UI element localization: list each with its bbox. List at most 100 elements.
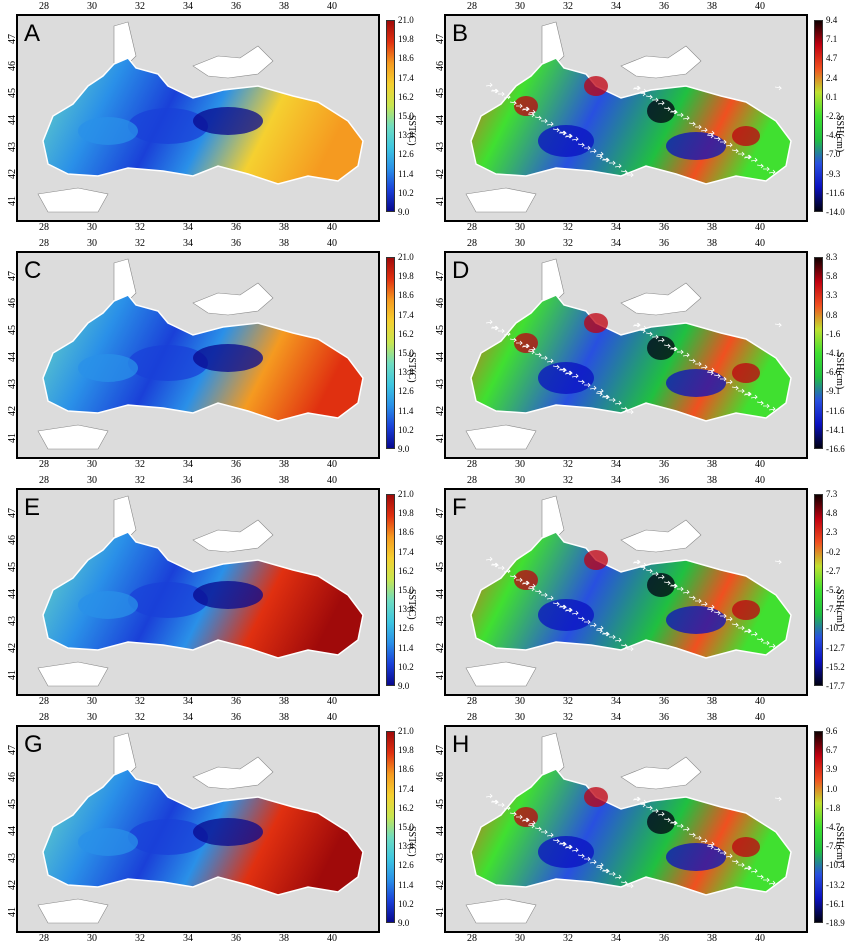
current-vector [750, 394, 758, 400]
colorbar-tick-label: 17.4 [398, 783, 414, 794]
longitude-tick-label: 30 [515, 475, 525, 486]
current-vector [738, 862, 745, 868]
colorbar-tick-label: 17.4 [398, 309, 414, 320]
longitude-tick-label: 28 [39, 712, 49, 723]
colorbar-tick-label: 9.0 [398, 918, 410, 928]
longitude-tick-label: 28 [467, 459, 477, 470]
field-feature [584, 550, 608, 570]
longitude-tick-label: 28 [39, 1, 49, 12]
current-vector [589, 859, 597, 865]
current-vector [663, 106, 672, 112]
current-vector [713, 610, 722, 616]
colorbar-labels: 7.3 4.8 2.3 -0.2 -2.7 -5.2 -7.7 -10.2 -12.7 -15.2… [826, 489, 856, 691]
longitude-tick-label: 34 [611, 696, 621, 707]
current-vector [509, 574, 518, 580]
current-vector [609, 871, 616, 877]
colorbar-unit-label: SSH(cm) [834, 589, 845, 627]
colorbar-tick-label: 8.3 [826, 252, 838, 262]
current-vector [639, 799, 647, 805]
colorbar-tick-label: 18.6 [398, 53, 414, 64]
current-vector [596, 862, 604, 868]
longitude-ticks: 28 30 32 34 36 38 40 [444, 696, 808, 708]
colorbar-tick-label: 18.6 [398, 290, 414, 301]
current-vector [521, 817, 529, 823]
current-vector [602, 868, 609, 874]
current-vector [609, 397, 616, 403]
current-vector [663, 580, 672, 586]
current-vector [670, 109, 677, 115]
current-vector [516, 577, 523, 583]
current-vector [584, 382, 591, 388]
longitude-tick-label: 30 [87, 222, 97, 233]
longitude-tick-label: 28 [39, 696, 49, 707]
current-vector [745, 154, 752, 160]
colorbar-labels: 8.3 5.8 3.3 0.8 -1.6 -4.1 -6.6 -9.1 -11.6 -14.1 -1… [826, 252, 856, 454]
longitude-tick-label: 34 [611, 475, 621, 486]
current-vector [750, 631, 758, 637]
map-panel-a: 28 30 32 34 36 38 40 28 30 32 34 36 38 40 47 46 45 44 43 42… [6, 0, 434, 237]
current-vector [743, 628, 751, 634]
field-feature [584, 787, 608, 807]
current-vector [663, 343, 672, 349]
colorbar-tick-label: 10.2 [398, 661, 414, 672]
current-vector [634, 322, 641, 328]
longitude-tick-label: 32 [563, 712, 573, 723]
longitude-tick-label: 28 [39, 222, 49, 233]
colorbar-tick-label: 3.9 [826, 764, 838, 775]
map-panel-c: 28 30 32 34 36 38 40 28 30 32 34 36 38 40 47 46 45 44 43 42… [6, 237, 434, 474]
colorbar-tick-label: -14.0 [826, 207, 845, 217]
longitude-tick-label: 32 [135, 933, 145, 944]
current-vector [695, 361, 702, 367]
longitude-tick-label: 34 [183, 933, 193, 944]
panel-letter: F [452, 494, 467, 521]
longitude-tick-label: 28 [467, 238, 477, 249]
current-vector [745, 628, 752, 634]
longitude-tick-label: 38 [707, 933, 717, 944]
current-vector [595, 865, 604, 871]
current-vector [523, 817, 530, 823]
current-vector [541, 118, 548, 124]
current-vector [682, 826, 690, 832]
longitude-tick-label: 40 [755, 222, 765, 233]
colorbar-tick-label: 17.4 [398, 546, 414, 557]
longitude-tick-label: 28 [39, 933, 49, 944]
panel-letter: C [24, 257, 42, 284]
current-vector [509, 100, 518, 106]
colorbar-tick-label: -7.0 [826, 149, 841, 160]
colorbar-tick-label: -9.3 [826, 168, 841, 179]
current-vector [528, 109, 536, 115]
field-feature [538, 362, 594, 394]
current-vector [614, 400, 622, 406]
longitude-ticks: 28 30 32 34 36 38 40 [16, 1, 380, 13]
current-vector [745, 865, 752, 871]
current-vector [491, 562, 498, 568]
longitude-tick-label: 40 [327, 1, 337, 12]
current-vector [677, 586, 684, 592]
current-vector [707, 367, 715, 373]
longitude-tick-label: 34 [183, 712, 193, 723]
longitude-tick-label: 30 [87, 238, 97, 249]
current-vector [485, 556, 493, 562]
current-vector [638, 91, 647, 97]
longitude-tick-label: 34 [183, 475, 193, 486]
coast-land [541, 732, 565, 776]
current-vector [503, 805, 511, 811]
current-vector [527, 586, 536, 592]
colorbar-tick-label: 4.7 [826, 53, 838, 64]
current-vector [743, 154, 751, 160]
current-vector [589, 385, 597, 391]
current-vector [632, 85, 640, 91]
colorbar-tick-label: 18.6 [398, 764, 414, 775]
longitude-tick-label: 34 [611, 712, 621, 723]
current-vector [670, 346, 677, 352]
current-vector [627, 409, 634, 415]
longitude-tick-label: 40 [755, 475, 765, 486]
current-vector [645, 805, 654, 811]
colorbar-tick-label: 12.6 [398, 623, 414, 634]
colorbar-tick-label: -16.6 [826, 444, 845, 454]
longitude-tick-label: 28 [467, 696, 477, 707]
current-vector [627, 646, 634, 652]
longitude-tick-label: 38 [279, 933, 289, 944]
longitude-tick-label: 28 [467, 933, 477, 944]
colorbar-tick-label: -6.6 [826, 367, 841, 378]
